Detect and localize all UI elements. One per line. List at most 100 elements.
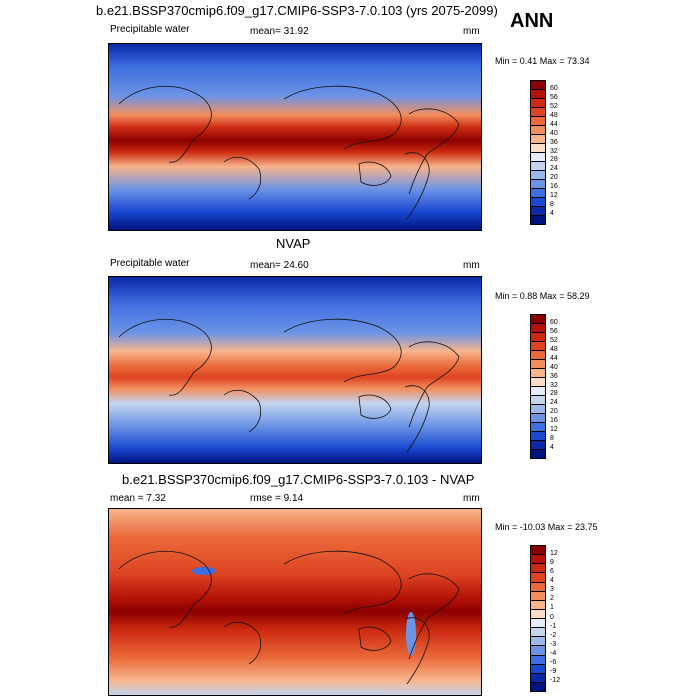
- colorbar-tick-label: 32: [550, 381, 558, 389]
- colorbar-box: [531, 369, 545, 378]
- colorbar-tick-label: 24: [550, 165, 558, 173]
- colorbar-tick-label: -1: [550, 622, 557, 630]
- colorbar-tick-label: 12: [550, 192, 558, 200]
- colorbar-box: [531, 682, 545, 691]
- season-label: ANN: [510, 10, 554, 32]
- panel1-units: mm: [463, 26, 480, 37]
- colorbar-box: [531, 333, 545, 342]
- colorbar-box: [531, 655, 545, 665]
- colorbar-tick-label: 20: [550, 408, 558, 416]
- colorbar-tick-label: 52: [550, 102, 558, 110]
- panel2-mean: mean= 24.60: [250, 260, 309, 271]
- colorbar-box: [531, 378, 545, 387]
- panel3-title: b.e21.BSSP370cmip6.f09_g17.CMIP6-SSP3-7.…: [122, 472, 475, 487]
- colorbar-box: [531, 315, 545, 324]
- colorbar-box: [531, 450, 545, 458]
- colorbar-tick-label: 8: [550, 201, 554, 209]
- colorbar-tick-label: 60: [550, 318, 558, 326]
- colorbar-tick-label: 56: [550, 327, 558, 335]
- colorbar-tick-label: 52: [550, 336, 558, 344]
- colorbar-tick-label: 9: [550, 559, 554, 567]
- colorbar-tick-label: 32: [550, 147, 558, 155]
- panel1-colorbar: [530, 80, 546, 225]
- colorbar-box: [531, 628, 545, 638]
- colorbar-tick-label: -4: [550, 649, 557, 657]
- colorbar-tick-label: 6: [550, 568, 554, 576]
- colorbar-tick-label: 28: [550, 390, 558, 398]
- panel2-minmax: Min = 0.88 Max = 58.29: [495, 291, 590, 301]
- colorbar-tick-label: 8: [550, 435, 554, 443]
- colorbar-tick-label: 16: [550, 183, 558, 191]
- colorbar-box: [531, 81, 545, 90]
- colorbar-tick-label: 20: [550, 174, 558, 182]
- colorbar-box: [531, 324, 545, 333]
- colorbar-box: [531, 171, 545, 180]
- page-title: b.e21.BSSP370cmip6.f09_g17.CMIP6-SSP3-7.…: [96, 3, 498, 18]
- colorbar-box: [531, 600, 545, 610]
- panel2-colorbar: [530, 314, 546, 459]
- colorbar-box: [531, 619, 545, 629]
- colorbar-box: [531, 342, 545, 351]
- colorbar-box: [531, 414, 545, 423]
- panel3-colorbar: [530, 545, 546, 692]
- colorbar-box: [531, 441, 545, 450]
- colorbar-tick-label: 44: [550, 120, 558, 128]
- colorbar-box: [531, 117, 545, 126]
- colorbar-box: [531, 216, 545, 224]
- colorbar-tick-label: 40: [550, 363, 558, 371]
- colorbar-box: [531, 162, 545, 171]
- panel1-mean: mean= 31.92: [250, 26, 309, 37]
- colorbar-tick-label: -3: [550, 640, 557, 648]
- colorbar-box: [531, 591, 545, 601]
- colorbar-tick-label: 24: [550, 399, 558, 407]
- colorbar-box: [531, 423, 545, 432]
- colorbar-box: [531, 432, 545, 441]
- colorbar-box: [531, 180, 545, 189]
- colorbar-tick-label: 4: [550, 210, 554, 218]
- colorbar-box: [531, 351, 545, 360]
- panel3-rmse: rmse = 9.14: [250, 493, 304, 504]
- colorbar-tick-label: 4: [550, 577, 554, 585]
- colorbar-box: [531, 189, 545, 198]
- colorbar-box: [531, 144, 545, 153]
- colorbar-box: [531, 207, 545, 216]
- colorbar-tick-label: 36: [550, 372, 558, 380]
- panel2-variable: Precipitable water: [110, 258, 190, 269]
- colorbar-tick-label: 48: [550, 345, 558, 353]
- colorbar-tick-label: -12: [550, 676, 561, 684]
- panel1-minmax: Min = 0.41 Max = 73.34: [495, 56, 590, 66]
- colorbar-tick-label: 12: [550, 550, 558, 558]
- panel3-mean: mean = 7.32: [110, 493, 166, 504]
- colorbar-box: [531, 360, 545, 369]
- colorbar-box: [531, 582, 545, 592]
- panel2-title: NVAP: [276, 236, 311, 251]
- colorbar-box: [531, 405, 545, 414]
- colorbar-tick-label: 2: [550, 595, 554, 603]
- panel2-map: [108, 276, 482, 464]
- panel3-map: [108, 508, 482, 696]
- colorbar-box: [531, 564, 545, 574]
- panel2-units: mm: [463, 260, 480, 271]
- colorbar-tick-label: 12: [550, 426, 558, 434]
- colorbar-tick-label: 60: [550, 84, 558, 92]
- colorbar-box: [531, 555, 545, 565]
- colorbar-tick-label: 16: [550, 417, 558, 425]
- colorbar-box: [531, 153, 545, 162]
- colorbar-tick-label: 36: [550, 138, 558, 146]
- colorbar-tick-label: 0: [550, 613, 554, 621]
- panel1-map: [108, 43, 482, 231]
- colorbar-tick-label: 3: [550, 586, 554, 594]
- colorbar-tick-label: 1: [550, 604, 554, 612]
- colorbar-box: [531, 108, 545, 117]
- colorbar-box: [531, 396, 545, 405]
- colorbar-box: [531, 646, 545, 656]
- panel3-units: mm: [463, 493, 480, 504]
- colorbar-tick-label: 56: [550, 93, 558, 101]
- colorbar-tick-label: -6: [550, 658, 557, 666]
- colorbar-tick-label: 44: [550, 354, 558, 362]
- colorbar-tick-label: 40: [550, 129, 558, 137]
- panel1-variable: Precipitable water: [110, 24, 190, 35]
- colorbar-box: [531, 573, 545, 583]
- colorbar-box: [531, 637, 545, 647]
- colorbar-box: [531, 609, 545, 619]
